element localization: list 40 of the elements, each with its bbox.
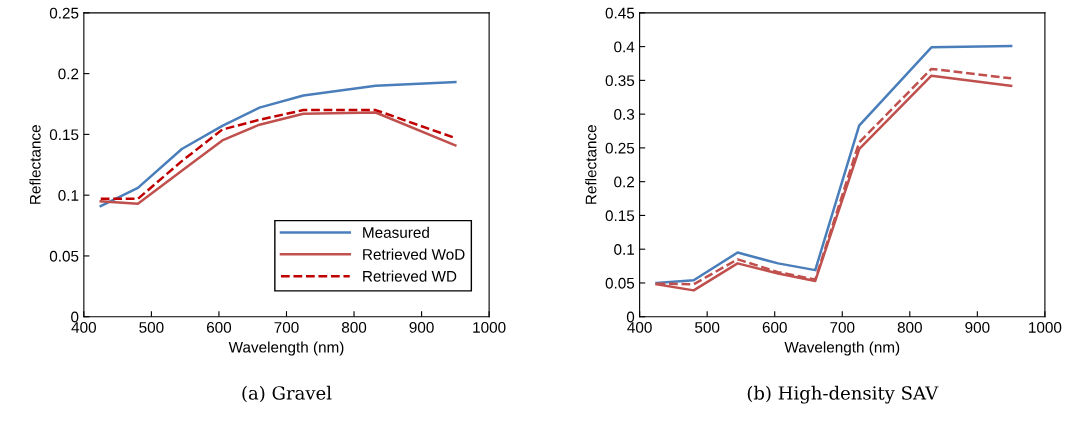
- x-tick-label: 700: [274, 321, 299, 333]
- x-tick-label: 1000: [473, 321, 506, 333]
- x-tick-label: 800: [897, 321, 922, 333]
- legend-label: Retrieved WoD: [363, 248, 465, 260]
- y-tick-label: 0.4: [614, 41, 635, 53]
- legend-label: Measured: [363, 226, 429, 238]
- y-tick-label: 0.25: [49, 7, 79, 19]
- y-tick-label: 0.05: [49, 250, 79, 262]
- x-axis-title: Wavelength (nm): [784, 341, 900, 356]
- y-tick-label: 0.15: [49, 129, 79, 141]
- x-tick-label: 1000: [1029, 321, 1062, 333]
- x-tick-label: 400: [627, 321, 652, 333]
- x-tick-label: 400: [71, 321, 96, 333]
- x-tick-label: 700: [830, 321, 855, 333]
- y-tick-label: 0.25: [605, 142, 635, 154]
- y-tick-label: 0.1: [58, 190, 79, 201]
- x-tick-label: 500: [695, 321, 720, 333]
- x-tick-label: 600: [206, 321, 232, 333]
- legend-label: Retrieved WD: [363, 270, 457, 282]
- y-tick-label: 0: [626, 311, 635, 323]
- y-tick-label: 0.45: [605, 7, 635, 19]
- y-tick-label: 0.35: [605, 75, 635, 87]
- y-axis-title: Reflectance: [585, 125, 597, 204]
- y-axis-title: Reflectance: [29, 125, 41, 204]
- y-tick-label: 0.2: [614, 176, 634, 188]
- x-tick-label: 900: [965, 321, 990, 333]
- text: (b) High-density SAV: [747, 385, 939, 404]
- line-series: [99, 80, 457, 208]
- y-tick-label: 0: [71, 311, 79, 323]
- y-tick-label: 0.1: [614, 244, 635, 255]
- x-axis-title: Wavelength (nm): [228, 341, 344, 356]
- x-tick-label: 500: [139, 321, 164, 333]
- x-tick-label: 800: [341, 321, 367, 333]
- y-tick-label: 0.3: [614, 109, 635, 120]
- x-tick-label: 900: [409, 321, 434, 333]
- text: (a) Gravel: [242, 385, 332, 403]
- y-tick-label: 0.05: [605, 277, 635, 289]
- x-tick-label: 600: [762, 321, 787, 333]
- y-tick-label: 0.2: [58, 68, 79, 80]
- y-tick-label: 0.15: [605, 210, 635, 222]
